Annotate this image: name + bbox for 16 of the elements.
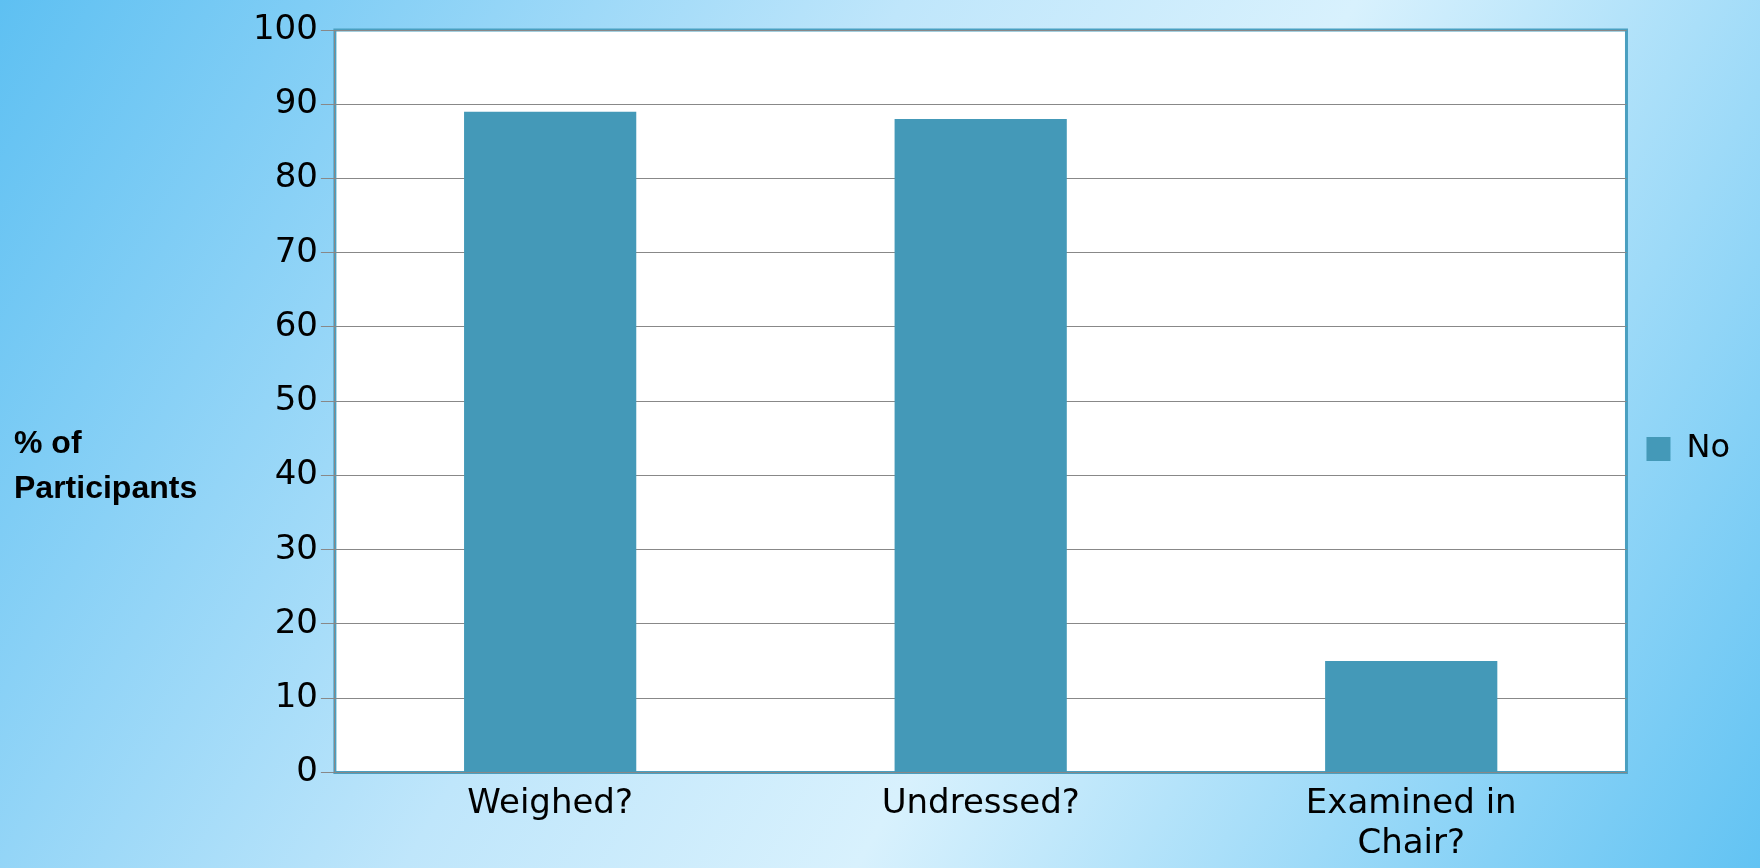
x-tick-label: Undressed? [881,780,1080,821]
y-tick-label: 60 [274,303,318,344]
x-tick-label: Examined in Chair? [1305,780,1517,862]
y-tick-label: 20 [274,600,318,641]
y-tick-label: 10 [274,674,318,715]
y-tick-label: 80 [274,155,318,196]
legend-label: No [1686,427,1730,466]
y-axis-title: % of Participants [14,423,199,507]
y-tick-label: 40 [274,452,318,493]
y-tick-label: 100 [252,6,318,47]
y-tick-label: 30 [274,526,318,567]
y-tick-label: 70 [274,229,318,270]
y-tick-label: 90 [274,81,318,122]
y-tick-label: 0 [296,749,318,790]
y-tick-label: 50 [274,378,318,419]
x-tick-label: Weighed? [467,780,633,821]
